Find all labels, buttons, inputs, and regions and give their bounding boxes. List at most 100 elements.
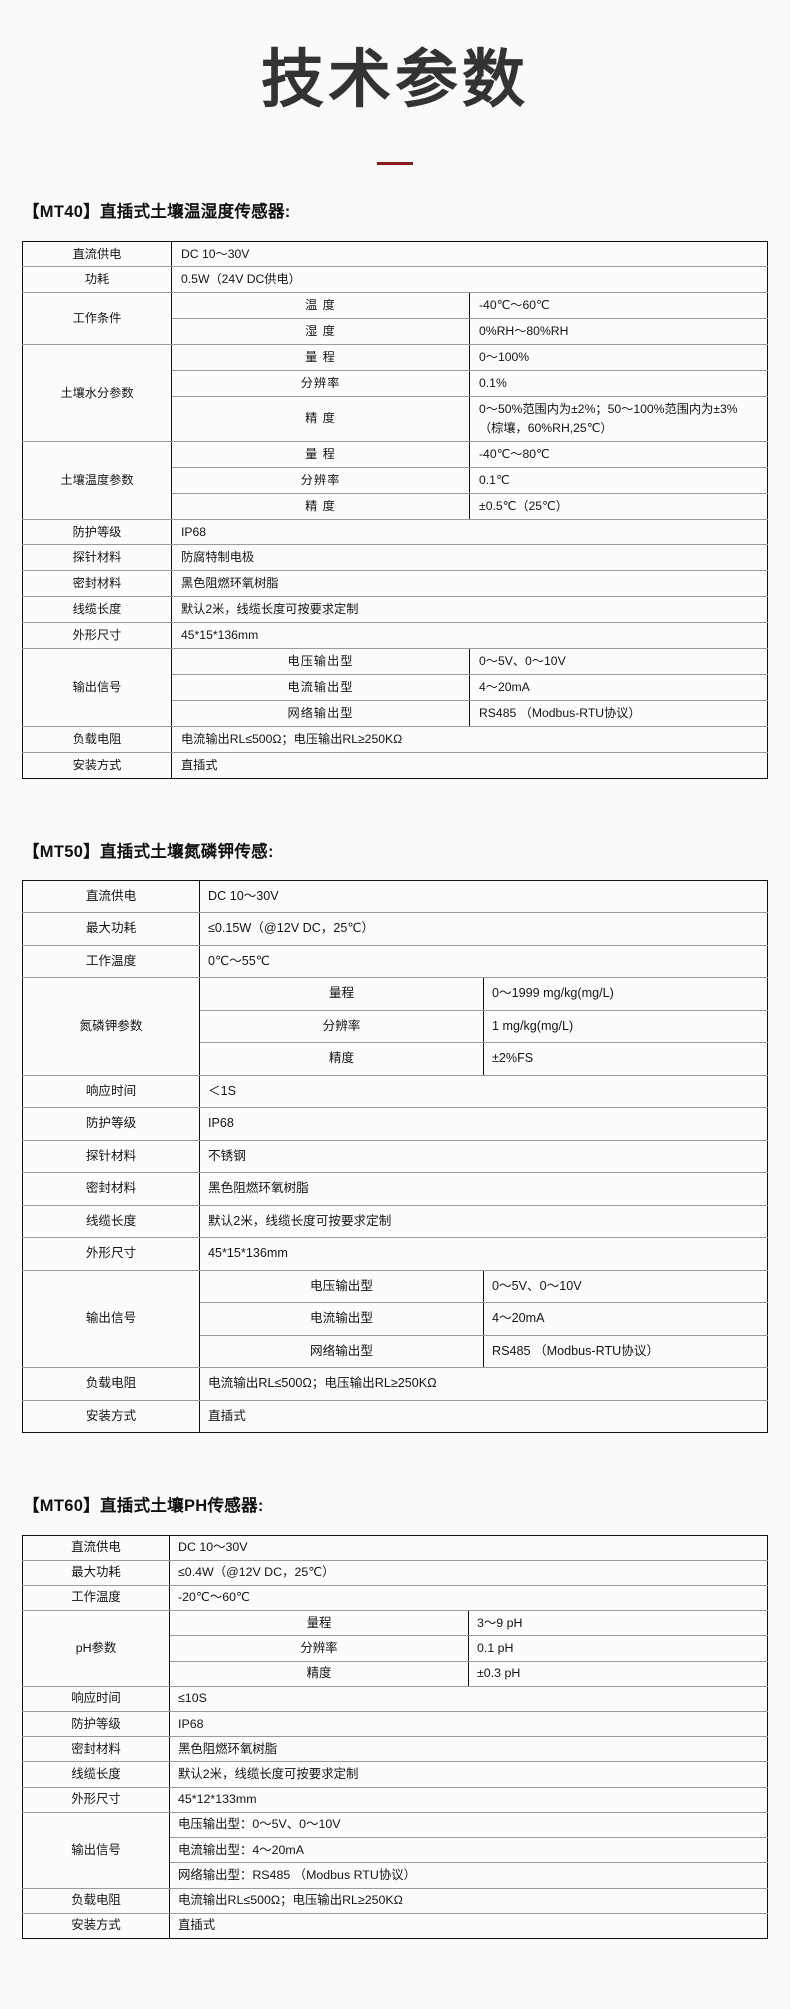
row-value: 0～100% bbox=[469, 344, 768, 372]
row-value: 默认2米，线缆长度可按要求定制 bbox=[169, 1761, 768, 1788]
table-row: 氮磷钾参数 量程 0～1999 mg/kg(mg/L) bbox=[22, 977, 768, 1076]
table-row: 线缆长度 默认2米，线缆长度可按要求定制 bbox=[22, 596, 768, 624]
row-value: ±2%FS bbox=[483, 1042, 768, 1076]
row-value: 3～9 pH bbox=[468, 1610, 768, 1637]
row-value: 不锈钢 bbox=[199, 1139, 768, 1174]
row-label: 响应时间 bbox=[22, 1685, 170, 1713]
row-label: 线缆长度 bbox=[22, 596, 172, 624]
table-row: 响应时间 ＜1S bbox=[22, 1074, 768, 1109]
table-row: 探针材料 不锈钢 bbox=[22, 1139, 768, 1174]
row-label: 密封材料 bbox=[22, 1736, 170, 1763]
table-row: 外形尺寸 45*15*136mm bbox=[22, 1237, 768, 1271]
table-row: 响应时间 ≤10S bbox=[22, 1685, 768, 1713]
table-row: 密封材料 黑色阻燃环氧树脂 bbox=[22, 1172, 768, 1206]
row-value: RS485 （Modbus-RTU协议） bbox=[469, 699, 768, 727]
row-value: 45*15*136mm bbox=[199, 1237, 768, 1271]
row-sublabel: 网络输出型 bbox=[199, 1334, 484, 1369]
row-label: 最大功耗 bbox=[22, 1559, 170, 1586]
row-label: 工作温度 bbox=[22, 1584, 170, 1612]
table-row: 防护等级 IP68 bbox=[22, 1107, 768, 1141]
row-sublabel: 电流输出型 bbox=[199, 1302, 484, 1336]
table-row: 输出信号 电压输出型 0～5V、0～10V bbox=[22, 648, 768, 727]
row-sublabel: 精 度 bbox=[171, 395, 470, 442]
row-value: 0℃～55℃ bbox=[199, 944, 768, 979]
row-value: ≤0.15W（@12V DC，25℃） bbox=[199, 912, 768, 946]
row-value: 电流输出型：4～20mA bbox=[169, 1837, 768, 1864]
row-value: IP68 bbox=[169, 1711, 768, 1738]
row-value: 0.1% bbox=[469, 370, 768, 397]
table-row: 工作条件温 度 -40℃～60℃ bbox=[22, 292, 768, 346]
row-label: 输出信号 bbox=[22, 1269, 200, 1369]
table-row: 电流输出型 4～20mA bbox=[23, 1302, 768, 1336]
row-label: 线缆长度 bbox=[22, 1761, 170, 1788]
row-value: 0.1℃ bbox=[469, 466, 768, 494]
table-row: 最大功耗 ≤0.4W（@12V DC，25℃） bbox=[22, 1559, 768, 1586]
row-label: 安装方式 bbox=[22, 751, 172, 779]
section-heading: 【MT60】直插式土壤PH传感器: bbox=[23, 1497, 264, 1516]
row-value: 1 mg/kg(mg/L) bbox=[483, 1009, 768, 1044]
row-label: 外形尺寸 bbox=[22, 622, 172, 650]
row-value: ±0.3 pH bbox=[468, 1660, 768, 1687]
row-label: 线缆长度 bbox=[22, 1204, 200, 1239]
table-row: 防护等级 IP68 bbox=[22, 518, 768, 546]
page-header: 技术参数 bbox=[0, 0, 790, 166]
row-label: 负载电阻 bbox=[22, 1887, 170, 1914]
row-sublabel: 分辨率 bbox=[171, 466, 470, 494]
row-sublabel: 电压输出型 bbox=[199, 1269, 484, 1304]
row-value: 电流输出RL≤500Ω；电压输出RL≥250KΩ bbox=[171, 725, 768, 753]
row-sublabel: 量 程 bbox=[171, 344, 470, 372]
spec-section: 【MT40】直插式土壤温湿度传感器: 直流供电 DC 10～30V 功耗 0.5W（24… bbox=[22, 201, 768, 779]
bottom-spacer bbox=[0, 1939, 790, 2009]
table-row: 精 度 0～50%范围内为±2%；50～100%范围内为±3%（棕壤，60%RH,… bbox=[23, 395, 768, 442]
table-row: 外形尺寸 45*15*136mm bbox=[22, 622, 768, 650]
row-value: 直插式 bbox=[169, 1912, 768, 1939]
table-row: 安装方式 直插式 bbox=[22, 751, 768, 779]
table-row: 分辨率 1 mg/kg(mg/L) bbox=[23, 1009, 768, 1044]
row-sublabel: 电流输出型 bbox=[171, 673, 470, 701]
sections-container: 【MT40】直插式土壤温湿度传感器: 直流供电 DC 10～30V 功耗 0.5W（24… bbox=[0, 201, 790, 1940]
table-row: 输出信号 电压输出型：0～5V、0～10V bbox=[22, 1811, 768, 1889]
row-value: 45*15*136mm bbox=[171, 622, 768, 650]
table-row: 线缆长度 默认2米，线缆长度可按要求定制 bbox=[22, 1761, 768, 1788]
spec-section: 【MT60】直插式土壤PH传感器: 直流供电 DC 10～30V 最大功耗 ≤0.4W（… bbox=[22, 1495, 768, 1940]
table-row: 分辨率 0.1% bbox=[23, 370, 768, 397]
row-value: 直插式 bbox=[199, 1399, 768, 1433]
row-value: 黑色阻燃环氧树脂 bbox=[169, 1736, 768, 1763]
row-label: 直流供电 bbox=[22, 880, 200, 914]
row-sublabel: 量 程 bbox=[171, 440, 470, 468]
row-sublabel: 量程 bbox=[169, 1610, 469, 1637]
table-row: 工作温度 0℃～55℃ bbox=[22, 944, 768, 979]
table-row: 密封材料 黑色阻燃环氧树脂 bbox=[22, 570, 768, 598]
row-value: ±0.5℃（25℃） bbox=[469, 492, 768, 520]
row-label: 工作条件 bbox=[22, 292, 172, 346]
row-value: 默认2米，线缆长度可按要求定制 bbox=[171, 596, 768, 624]
table-row: 直流供电 DC 10～30V bbox=[22, 1535, 768, 1561]
row-value: IP68 bbox=[199, 1107, 768, 1141]
row-value: IP68 bbox=[171, 518, 768, 546]
table-row: 负载电阻 电流输出RL≤500Ω；电压输出RL≥250KΩ bbox=[22, 725, 768, 753]
row-value: DC 10～30V bbox=[171, 241, 768, 268]
row-sublabel: 网络输出型 bbox=[171, 699, 470, 727]
row-label: 响应时间 bbox=[22, 1074, 200, 1109]
table-row: 探针材料 防腐特制电极 bbox=[22, 544, 768, 572]
row-value: -40℃～80℃ bbox=[469, 440, 768, 468]
row-sublabel: 量程 bbox=[199, 977, 484, 1011]
table-row: 输出信号 电压输出型 0～5V、0～10V bbox=[22, 1269, 768, 1369]
row-value: 4～20mA bbox=[483, 1302, 768, 1336]
row-sublabel: 分辨率 bbox=[171, 370, 470, 397]
page-title: 技术参数 bbox=[261, 45, 529, 115]
row-value: 黑色阻燃环氧树脂 bbox=[199, 1172, 768, 1206]
row-value: 4～20mA bbox=[469, 673, 768, 701]
table-row: 安装方式 直插式 bbox=[22, 1399, 768, 1433]
row-value: 0～1999 mg/kg(mg/L) bbox=[483, 977, 768, 1011]
row-label: 安装方式 bbox=[22, 1399, 200, 1433]
spec-section: 【MT50】直插式土壤氮磷钾传感: 直流供电 DC 10～30V 最大功耗 ≤0.15W… bbox=[22, 841, 768, 1434]
row-label: 负载电阻 bbox=[22, 725, 172, 753]
row-value: RS485 （Modbus-RTU协议） bbox=[483, 1334, 768, 1369]
table-row: 防护等级 IP68 bbox=[22, 1711, 768, 1738]
row-label: 直流供电 bbox=[22, 1535, 170, 1561]
table-row: 线缆长度 默认2米，线缆长度可按要求定制 bbox=[22, 1204, 768, 1239]
spec-table: 直流供电 DC 10～30V 最大功耗 ≤0.4W（@12V DC，25℃） 工作温度 -… bbox=[22, 1534, 768, 1940]
row-value: 0～5V、0～10V bbox=[469, 648, 768, 675]
table-row: 直流供电 DC 10～30V bbox=[22, 241, 768, 268]
